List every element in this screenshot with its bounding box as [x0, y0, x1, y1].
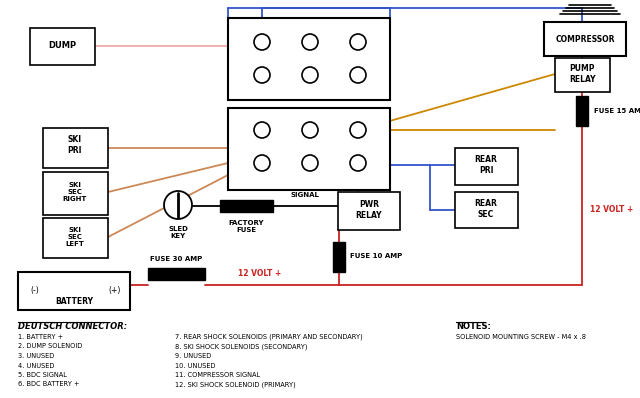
Circle shape — [254, 67, 270, 83]
FancyBboxPatch shape — [576, 96, 588, 126]
FancyBboxPatch shape — [228, 18, 390, 100]
Text: 11. COMPRESSOR SIGNAL: 11. COMPRESSOR SIGNAL — [175, 372, 260, 378]
FancyBboxPatch shape — [43, 128, 108, 168]
Text: 12 VOLT +: 12 VOLT + — [590, 205, 633, 215]
Text: FUSE 30 AMP: FUSE 30 AMP — [150, 256, 202, 262]
Circle shape — [302, 155, 318, 171]
Text: 8. SKI SHOCK SOLENOIDS (SECONDARY): 8. SKI SHOCK SOLENOIDS (SECONDARY) — [175, 343, 307, 350]
Circle shape — [302, 34, 318, 50]
Text: NOTES:: NOTES: — [456, 322, 491, 331]
FancyBboxPatch shape — [555, 58, 610, 92]
Text: COMPRESSOR: COMPRESSOR — [556, 35, 615, 43]
Text: 3. UNUSED: 3. UNUSED — [18, 353, 54, 359]
Text: (+): (+) — [109, 285, 121, 295]
Text: SKI
PRI: SKI PRI — [68, 135, 83, 155]
Circle shape — [350, 122, 366, 138]
Circle shape — [254, 34, 270, 50]
Text: 5. BDC SIGNAL: 5. BDC SIGNAL — [18, 372, 67, 378]
Text: FACTORY
FUSE: FACTORY FUSE — [228, 220, 264, 233]
Circle shape — [350, 155, 366, 171]
Circle shape — [302, 67, 318, 83]
Text: 12. SKI SHOCK SOLENOID (PRIMARY): 12. SKI SHOCK SOLENOID (PRIMARY) — [175, 382, 296, 388]
FancyBboxPatch shape — [43, 218, 108, 258]
FancyBboxPatch shape — [544, 22, 626, 56]
FancyBboxPatch shape — [30, 28, 95, 65]
Circle shape — [254, 155, 270, 171]
Text: PUMP
RELAY: PUMP RELAY — [569, 64, 595, 84]
Text: REAR
PRI: REAR PRI — [475, 155, 497, 175]
Text: (-): (-) — [31, 285, 40, 295]
Text: SIGNAL: SIGNAL — [291, 192, 319, 198]
Text: SOLENOID MOUNTING SCREW - M4 x .8: SOLENOID MOUNTING SCREW - M4 x .8 — [456, 334, 586, 340]
Circle shape — [350, 67, 366, 83]
Text: 2. DUMP SOLENOID: 2. DUMP SOLENOID — [18, 343, 83, 349]
FancyBboxPatch shape — [148, 268, 205, 280]
Text: BATTERY: BATTERY — [55, 297, 93, 306]
Text: DEUTSCH CONNECTOR:: DEUTSCH CONNECTOR: — [18, 322, 127, 331]
FancyBboxPatch shape — [333, 242, 345, 272]
FancyBboxPatch shape — [220, 200, 273, 212]
Text: 9. UNUSED: 9. UNUSED — [175, 353, 211, 359]
FancyBboxPatch shape — [228, 108, 390, 190]
Text: FUSE 10 AMP: FUSE 10 AMP — [350, 253, 403, 259]
Text: SKI
SEC
LEFT: SKI SEC LEFT — [65, 227, 84, 247]
FancyBboxPatch shape — [455, 148, 518, 185]
FancyBboxPatch shape — [338, 192, 400, 230]
Text: SLED
KEY: SLED KEY — [168, 226, 188, 239]
FancyBboxPatch shape — [43, 172, 108, 215]
Text: 10. UNUSED: 10. UNUSED — [175, 363, 216, 369]
Text: REAR
SEC: REAR SEC — [475, 199, 497, 219]
Text: SKI
SEC
RIGHT: SKI SEC RIGHT — [63, 182, 87, 202]
Circle shape — [164, 191, 192, 219]
Circle shape — [350, 34, 366, 50]
Text: 1. BATTERY +: 1. BATTERY + — [18, 334, 63, 340]
Text: 12 VOLT +: 12 VOLT + — [238, 269, 282, 278]
Text: FUSE 15 AMP: FUSE 15 AMP — [594, 108, 640, 114]
Text: PWR
RELAY: PWR RELAY — [356, 200, 382, 220]
Text: 7. REAR SHOCK SOLENOIDS (PRIMARY AND SECONDARY): 7. REAR SHOCK SOLENOIDS (PRIMARY AND SEC… — [175, 334, 363, 341]
FancyBboxPatch shape — [18, 272, 130, 310]
Circle shape — [254, 122, 270, 138]
Circle shape — [302, 122, 318, 138]
Text: 6. BDC BATTERY +: 6. BDC BATTERY + — [18, 382, 79, 388]
Text: DUMP: DUMP — [48, 41, 76, 51]
Text: 4. UNUSED: 4. UNUSED — [18, 363, 54, 369]
FancyBboxPatch shape — [455, 192, 518, 228]
